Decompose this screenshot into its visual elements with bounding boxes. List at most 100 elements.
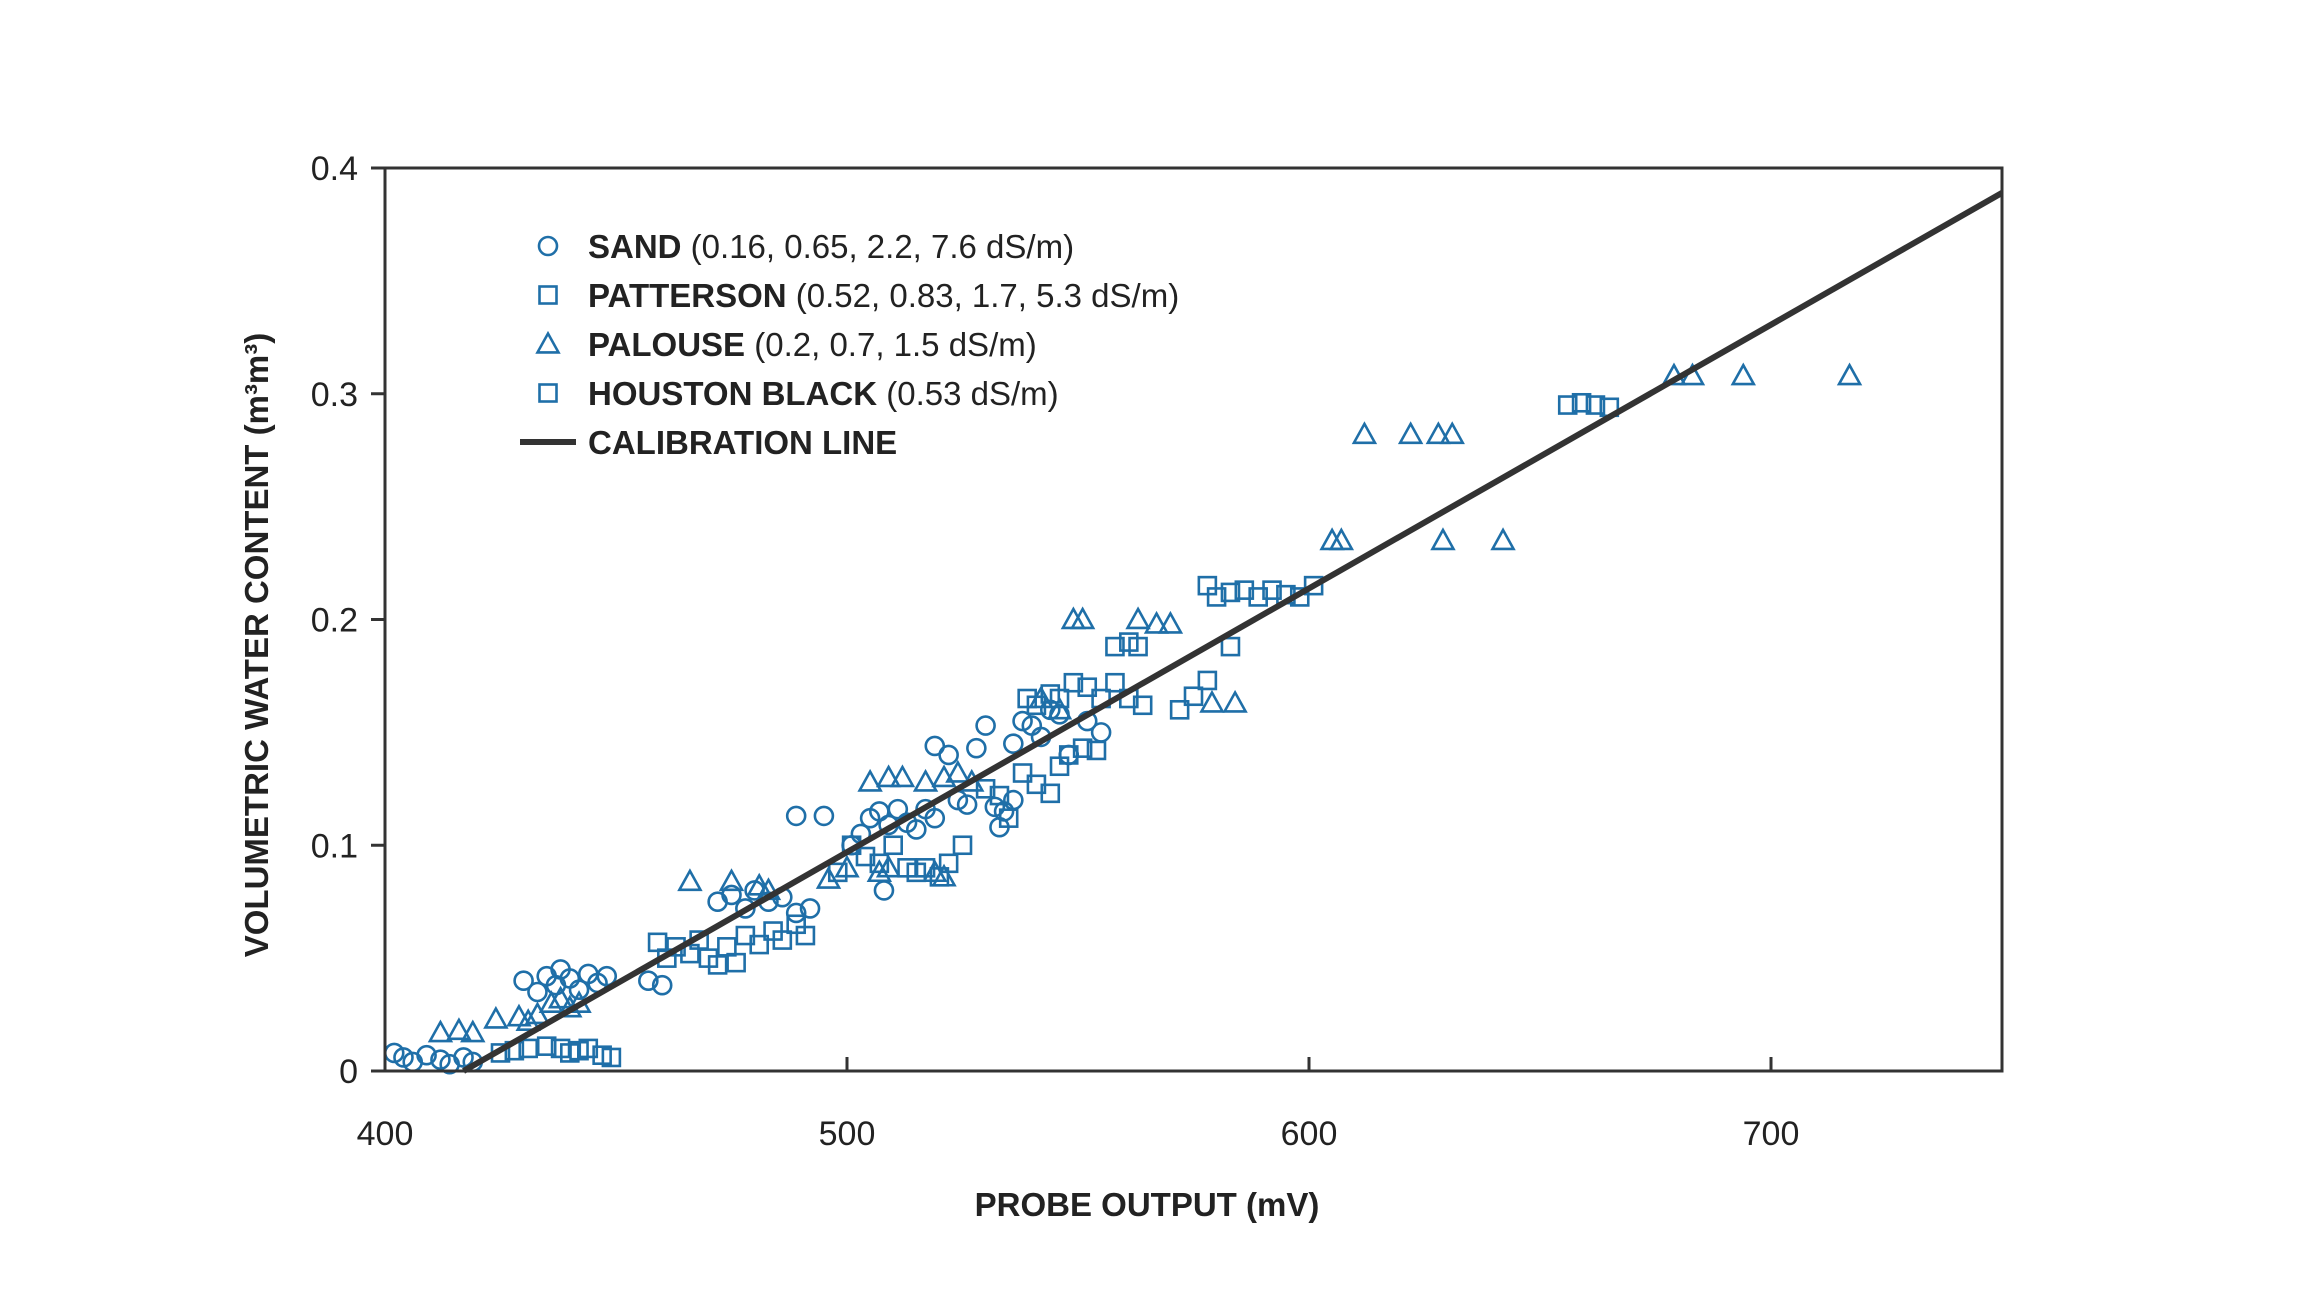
houston-black-point [601, 1047, 622, 1068]
sand-point [568, 979, 590, 1001]
sand-point [527, 981, 548, 1003]
patterson-point [772, 930, 793, 950]
palouse-point [515, 1008, 541, 1032]
patterson-point [1058, 745, 1079, 765]
patterson-point [1012, 763, 1033, 783]
houston-black-point [1303, 575, 1324, 596]
patterson-point [975, 779, 996, 799]
y-tick-label: 0.2 [311, 602, 358, 640]
palouse-point [931, 863, 957, 887]
houston-black-point [1220, 582, 1241, 603]
houston-black-point [1585, 395, 1606, 415]
patterson-point [855, 846, 876, 867]
patterson-point [1063, 672, 1084, 693]
legend-swatch-sand [537, 235, 559, 257]
houston-black-point [1234, 580, 1255, 600]
patterson-point [1132, 695, 1153, 716]
patterson-point [1183, 686, 1204, 707]
y-axis-title: VOLUMETRIC WATER CONTENT (m³m³) [238, 333, 275, 958]
patterson-point [938, 853, 959, 874]
patterson-point [1105, 636, 1125, 657]
palouse-point [547, 985, 574, 1009]
houston-black-point [578, 1038, 599, 1059]
x-axis-title: PROBE OUTPUT (mV) [975, 1186, 1320, 1223]
palouse-point [1351, 421, 1378, 445]
calibration-line-layer [462, 190, 2004, 1074]
sand-point [638, 970, 659, 992]
palouse-point [857, 768, 883, 792]
patterson-point [1128, 636, 1148, 657]
legend-name-patterson: PATTERSON [588, 277, 787, 314]
sand-point [513, 970, 534, 992]
palouse-point [1328, 527, 1355, 551]
palouse-point [1836, 362, 1863, 386]
sand-point [735, 898, 756, 919]
palouse-point [483, 1005, 509, 1029]
legend-name-calibration-line: CALIBRATION LINE [588, 424, 897, 461]
y-tick-label: 0.4 [311, 150, 358, 188]
calibration-line [462, 190, 2004, 1074]
houston-black-point [1262, 580, 1282, 600]
data-marks-layer [383, 362, 1863, 1075]
legend-detail-palouse: (0.2, 0.7, 1.5 dS/m) [745, 326, 1037, 363]
patterson-point [998, 808, 1019, 828]
palouse-point [1222, 689, 1248, 713]
sand-point [1090, 722, 1112, 743]
sand-point [905, 819, 927, 840]
patterson-point [1105, 672, 1125, 693]
patterson-point [749, 934, 770, 955]
palouse-point [1046, 696, 1073, 720]
legend-label-sand: SAND (0.16, 0.65, 2.2, 7.6 dS/m) [588, 228, 1074, 265]
palouse-point [1490, 527, 1516, 551]
x-tick-label: 700 [1743, 1115, 1800, 1153]
patterson-point [1197, 670, 1218, 691]
patterson-point [1072, 738, 1093, 758]
palouse-point [875, 854, 902, 878]
palouse-point [866, 859, 893, 883]
legend-name-sand: SAND [588, 228, 682, 265]
legend-label-calibration-line: CALIBRATION LINE [588, 424, 897, 461]
palouse-point [677, 868, 703, 892]
palouse-point [815, 865, 842, 889]
palouse-point [446, 1017, 472, 1041]
palouse-point [875, 764, 902, 788]
palouse-point [427, 1019, 454, 1043]
palouse-point [834, 854, 860, 878]
legend-name-palouse: PALOUSE [588, 326, 745, 363]
legend-detail-patterson: (0.52, 0.83, 1.7, 5.3 dS/m) [787, 277, 1180, 314]
palouse-point [1157, 610, 1184, 634]
patterson-point [1077, 677, 1098, 698]
patterson-point [726, 952, 746, 973]
patterson-point [1169, 699, 1190, 720]
houston-black-point [518, 1038, 539, 1059]
patterson-point [717, 937, 737, 957]
patterson-point [1049, 688, 1070, 709]
palouse-point [718, 868, 745, 892]
legend-swatch-patterson [538, 285, 558, 305]
legend-swatch-palouse [535, 330, 561, 354]
palouse-point [1397, 421, 1424, 445]
sand-point [873, 880, 895, 901]
patterson-point [989, 785, 1010, 806]
palouse-point [945, 759, 971, 783]
sand-point [966, 737, 987, 759]
palouse-point [1199, 689, 1225, 713]
legend-detail-sand: (0.16, 0.65, 2.2, 7.6 dS/m) [682, 228, 1075, 265]
palouse-point [538, 990, 565, 1013]
patterson-point [1220, 636, 1241, 657]
palouse-point [1425, 421, 1452, 445]
palouse-point [889, 764, 916, 788]
sand-point [813, 805, 835, 827]
sand-point [596, 965, 618, 987]
patterson-point [647, 932, 668, 953]
legend-detail-houston-black: (0.53 dS/m) [877, 375, 1059, 412]
sand-point [924, 807, 946, 829]
legend-label-patterson: PATTERSON (0.52, 0.83, 1.7, 5.3 dS/m) [588, 277, 1179, 314]
sand-point [785, 902, 807, 924]
houston-black-point [1557, 395, 1578, 415]
sand-point [938, 744, 959, 766]
palouse-point [524, 1001, 551, 1025]
sand-point [721, 884, 742, 906]
x-tick-label: 600 [1281, 1115, 1338, 1153]
palouse-point [1069, 606, 1096, 630]
